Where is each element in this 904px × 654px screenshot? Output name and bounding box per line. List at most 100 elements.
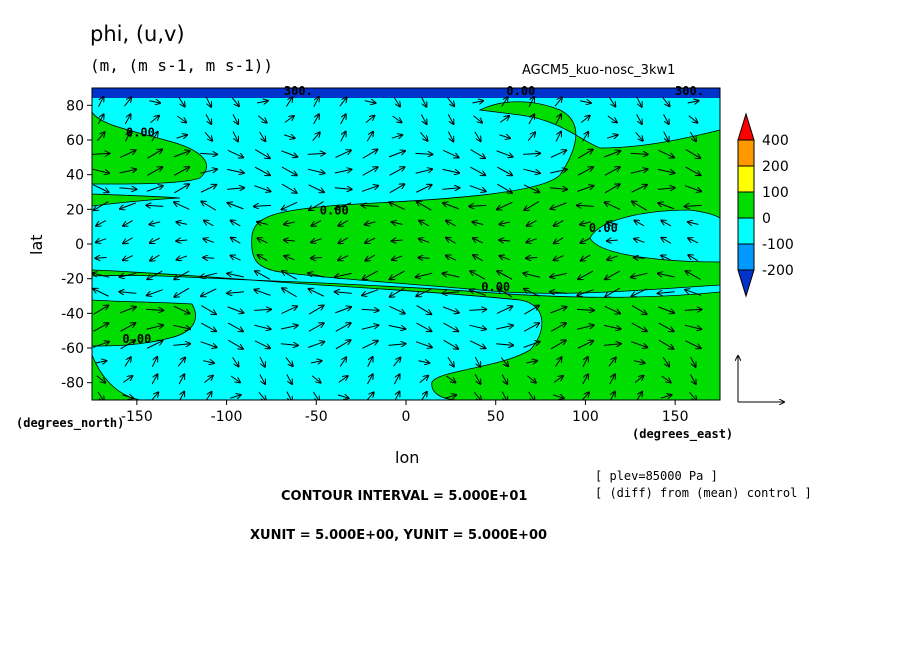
wind-vector <box>308 323 324 332</box>
wind-vector <box>146 325 164 330</box>
x-tick-label: 150 <box>662 409 689 425</box>
wind-vector <box>446 375 455 382</box>
contour-label: 0.00 <box>122 332 151 346</box>
wind-vector <box>308 306 324 315</box>
wind-vector <box>469 324 487 329</box>
diff-note: [ (diff) from (mean) control ] <box>595 486 812 500</box>
wind-vector <box>361 325 379 330</box>
wind-vector <box>684 324 702 329</box>
contour-label: 0.00 <box>320 204 349 218</box>
y-axis-ticks: 80 60 40 20 0 -20 -40 -60 -80 <box>61 98 92 392</box>
wind-vector <box>658 292 675 294</box>
wind-vector <box>338 237 349 244</box>
wind-vector <box>231 238 241 244</box>
wind-vector <box>227 292 245 294</box>
wind-vector <box>201 305 216 315</box>
wind-vector <box>335 292 352 294</box>
x-axis-ticks: -150 -100 -50 0 50 100 150 <box>121 400 689 425</box>
wind-vector <box>527 220 537 226</box>
wind-vector <box>282 271 298 280</box>
wind-vector <box>227 306 244 313</box>
wind-vector <box>123 376 132 383</box>
x-axis-label: lon <box>395 448 419 467</box>
wind-vector <box>97 114 103 125</box>
wind-vector <box>474 374 480 384</box>
wind-vector <box>630 169 648 174</box>
wind-vector <box>334 188 352 190</box>
wind-vector <box>447 131 453 142</box>
wind-vector <box>259 356 265 367</box>
wind-vector <box>497 166 512 175</box>
wind-vector <box>93 184 108 192</box>
colorbar-label: -200 <box>762 263 794 279</box>
wind-vector <box>497 183 512 193</box>
wind-vector <box>253 309 271 310</box>
wind-vector <box>605 270 621 279</box>
wind-vector <box>550 340 566 350</box>
wind-vector <box>124 114 130 125</box>
wind-vector <box>231 256 241 261</box>
wind-vector <box>576 309 594 310</box>
wind-vector <box>473 115 483 123</box>
wind-vector <box>284 222 295 224</box>
wind-vector <box>445 395 456 398</box>
wind-vector <box>582 374 588 385</box>
wind-vector <box>282 288 297 298</box>
wind-vector <box>581 392 589 400</box>
wind-vector <box>147 289 163 296</box>
wind-vector <box>149 222 161 225</box>
wind-vector <box>416 322 431 331</box>
wind-vector <box>176 115 186 122</box>
wind-vector <box>634 221 645 227</box>
wind-vector <box>416 305 432 315</box>
colorbar-swatch <box>737 269 755 298</box>
wind-vector <box>447 114 453 124</box>
wind-vector <box>390 287 405 297</box>
x-tick-label: 50 <box>487 409 505 425</box>
wind-vector <box>420 114 426 124</box>
wind-vector <box>469 185 486 192</box>
wind-vector <box>389 184 405 194</box>
wind-vector <box>523 184 539 192</box>
wind-vector <box>527 375 536 383</box>
wind-vector <box>416 272 433 277</box>
wind-vector <box>442 149 458 157</box>
wind-vector <box>119 150 135 158</box>
wind-vector <box>393 358 401 367</box>
wind-vector <box>685 205 702 206</box>
wind-vector <box>690 374 695 384</box>
wind-vector <box>178 374 184 385</box>
wind-vector <box>365 237 376 243</box>
wind-vector <box>366 132 373 142</box>
wind-vector <box>472 101 483 103</box>
wind-vector <box>577 325 594 330</box>
wind-vector <box>281 306 297 314</box>
wind-vector <box>307 153 325 154</box>
wind-vector <box>228 203 244 210</box>
wind-vector <box>447 97 454 107</box>
wind-vector <box>577 289 594 296</box>
wind-vector <box>232 131 238 142</box>
wind-vector <box>390 270 405 279</box>
chart-units: (m, (m s-1, m s-1)) <box>90 56 274 75</box>
wind-vector <box>93 273 110 278</box>
wind-vector <box>254 324 271 329</box>
wind-vector <box>392 256 403 260</box>
wind-vector <box>311 239 322 243</box>
wind-vector <box>367 357 373 368</box>
wind-vector <box>227 273 244 278</box>
wind-vector <box>257 115 267 123</box>
wind-vector <box>685 340 700 348</box>
wind-vector <box>690 356 696 367</box>
wind-vector <box>526 258 538 259</box>
wind-vector <box>173 324 190 329</box>
wind-vector <box>337 395 348 398</box>
wind-vector <box>662 356 669 366</box>
wind-vector <box>309 289 325 297</box>
wind-vector <box>227 149 243 157</box>
wind-vector <box>524 306 539 315</box>
wind-vector <box>335 272 352 277</box>
colorbar-label: 100 <box>762 185 789 201</box>
wind-vector <box>526 239 537 243</box>
wind-vector <box>388 151 405 158</box>
